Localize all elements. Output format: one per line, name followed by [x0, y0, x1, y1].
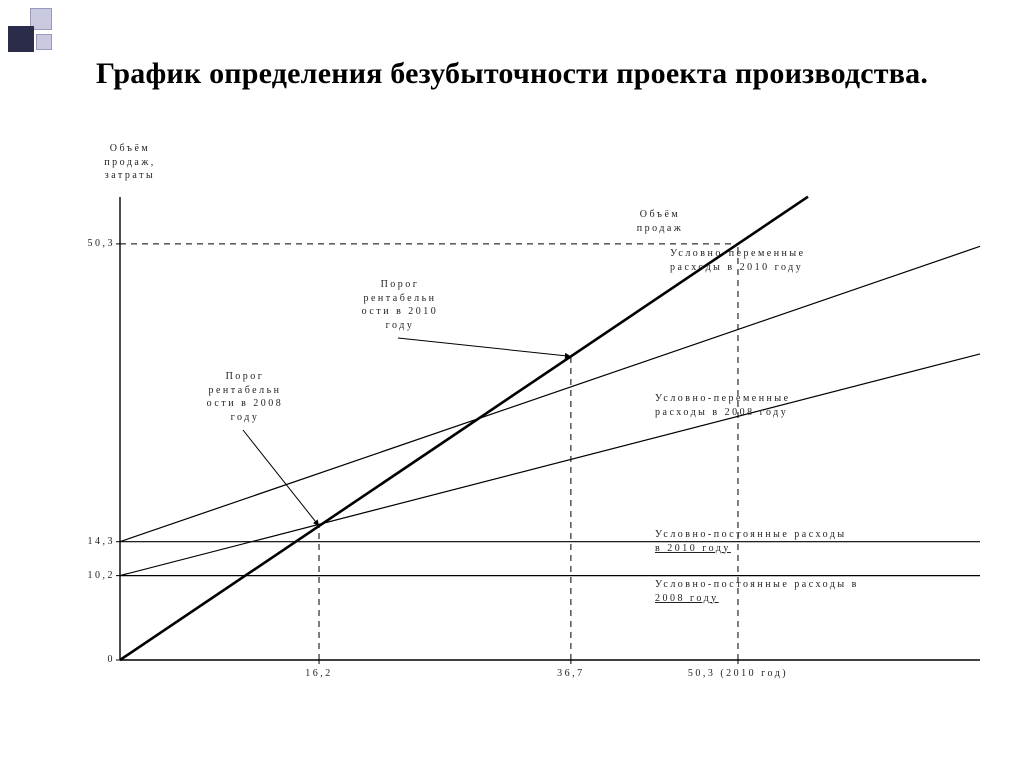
label-fixed-2010: Условно-постоянные расходы в 2010 году	[655, 528, 995, 555]
y-tick-50_3: 50,3	[60, 238, 115, 249]
label-sales-volume: Объём продаж	[575, 208, 745, 235]
y-tick-14_3: 14,3	[60, 536, 115, 547]
annot-threshold-2010: Порог рентабельн ости в 2010 году	[330, 278, 470, 332]
x-tick-16_2: 16,2	[289, 668, 349, 679]
label-var-2008: Условно-переменные расходы в 2008 году	[655, 392, 975, 419]
label-fixed-2008: Условно-постоянные расходы в 2008 году	[655, 578, 995, 605]
label-var-2010: Условно-переменные расходы в 2010 году	[670, 247, 990, 274]
breakeven-chart	[0, 0, 1024, 767]
y-tick-10_2: 10,2	[60, 570, 115, 581]
x-tick-36_7: 36,7	[541, 668, 601, 679]
y-tick-0: 0	[60, 654, 115, 665]
annot-threshold-2008: Порог рентабельн ости в 2008 году	[175, 370, 315, 424]
x-tick-50_3: 50,3 (2010 год)	[658, 668, 818, 679]
